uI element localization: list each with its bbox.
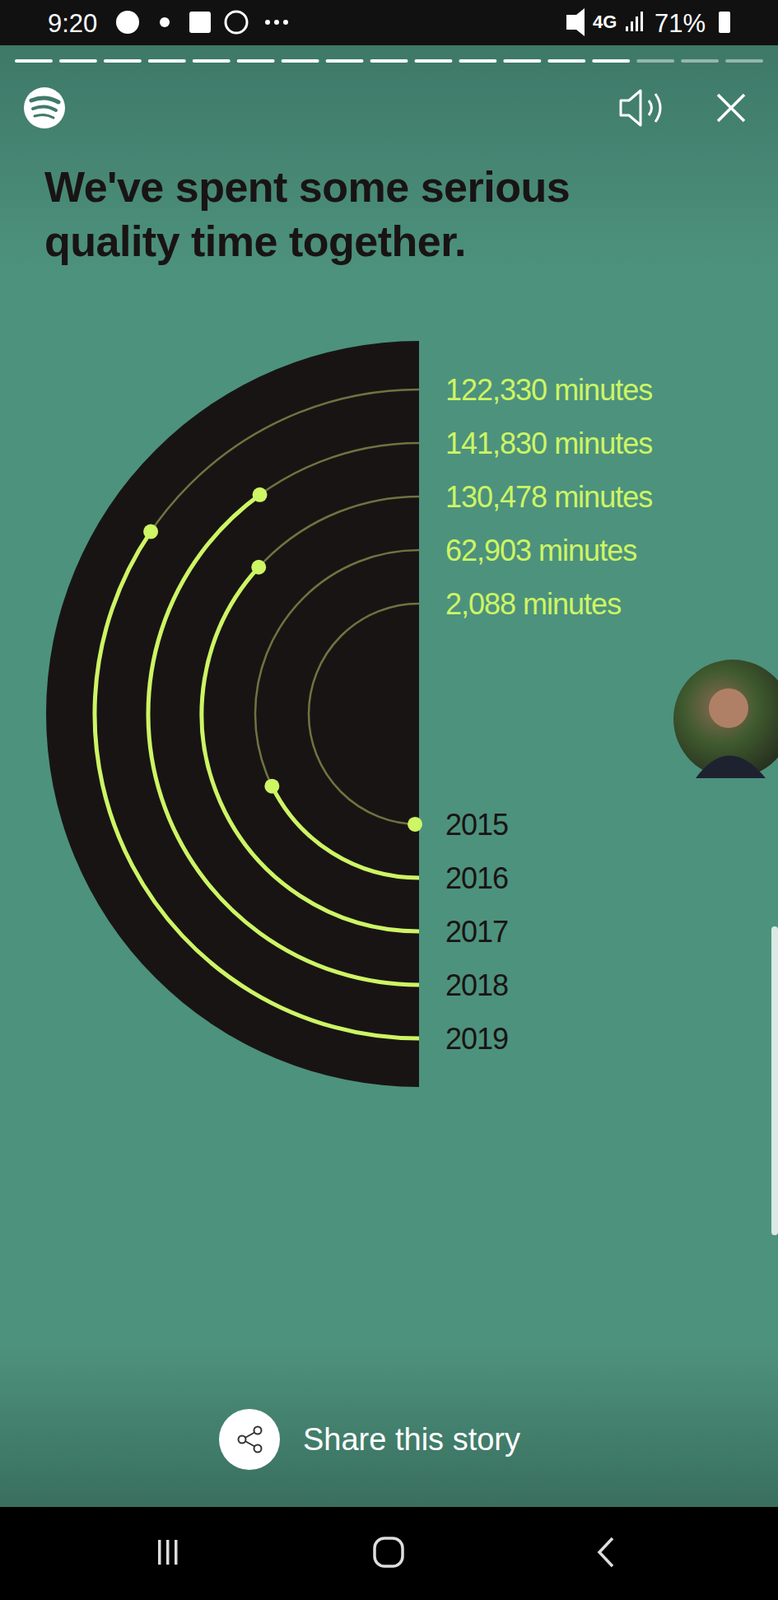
story-progress <box>59 59 98 63</box>
avatar-suit <box>695 755 766 779</box>
sound-button[interactable] <box>620 90 641 126</box>
category-label: 2016 <box>445 861 508 895</box>
nav-home[interactable] <box>374 1537 403 1566</box>
spotify-logo <box>32 106 56 111</box>
ring-track <box>94 389 420 1039</box>
value-arc <box>271 786 420 878</box>
nav-back[interactable] <box>599 1537 613 1566</box>
story-progress <box>370 59 409 63</box>
nav-recents[interactable] <box>174 1539 178 1565</box>
chart-disc <box>46 340 420 1087</box>
chart: 2,088 minutes 2015 62,903 minutes 2016 130,4… <box>46 340 653 1087</box>
ring-track <box>201 496 420 932</box>
value-label: 130,478 minutes <box>445 479 653 514</box>
story-progress <box>414 59 452 63</box>
value-arc <box>94 531 420 1039</box>
spotify-logo <box>31 97 59 103</box>
arc-end-dot <box>407 816 423 832</box>
arc-end-dot <box>143 524 159 540</box>
signal-bar <box>640 11 643 32</box>
status-icon <box>225 11 247 33</box>
status-icon <box>189 11 211 33</box>
avatar-face <box>708 688 749 728</box>
spotify-logo <box>23 87 66 129</box>
story-progress <box>725 59 764 63</box>
signal-bar <box>635 16 639 32</box>
story-progress <box>458 59 497 63</box>
nav-recents[interactable] <box>158 1539 162 1565</box>
status-bar <box>0 0 778 46</box>
value-label: 2,088 minutes <box>445 586 621 621</box>
story-progress <box>192 59 231 63</box>
story-progress <box>547 59 586 63</box>
arc-end-dot <box>252 487 268 503</box>
story-progress <box>148 59 187 63</box>
story-progress <box>636 59 675 63</box>
status-icon <box>283 19 289 25</box>
close-button[interactable] <box>717 94 745 122</box>
mute-icon <box>566 8 585 37</box>
signal-bar <box>625 26 629 32</box>
battery-icon <box>718 11 731 33</box>
status-icon <box>265 19 271 25</box>
category-label: 2019 <box>445 1021 508 1056</box>
category-label: 2015 <box>445 807 508 842</box>
marks <box>94 389 420 1039</box>
status-icon <box>274 19 280 25</box>
story-progress <box>237 59 275 63</box>
sound-wave <box>648 100 653 116</box>
ring-track <box>308 603 420 825</box>
share-icon <box>254 1444 262 1453</box>
share-icon <box>238 1435 247 1444</box>
nav-bar <box>0 1506 778 1600</box>
nav-recents[interactable] <box>166 1539 170 1565</box>
ring-track <box>148 442 420 985</box>
share-label[interactable]: Share this story <box>302 1421 521 1457</box>
story-progress <box>326 59 364 63</box>
value-arc <box>201 567 420 932</box>
category-label: 2017 <box>445 914 508 949</box>
share-button[interactable] <box>218 1408 280 1470</box>
status-network: 4G <box>592 11 617 33</box>
status-battery: 71% <box>654 9 706 38</box>
story-progress <box>103 59 142 63</box>
share-icon <box>254 1426 262 1435</box>
sound-wave <box>655 93 661 122</box>
value-label: 122,330 minutes <box>445 372 653 407</box>
background <box>0 0 778 1600</box>
story-progress <box>281 59 320 63</box>
status-icon <box>159 17 170 28</box>
spotify-logo <box>34 114 54 118</box>
value-arc <box>148 494 420 985</box>
chart-title: We've spent some serious quality time to… <box>44 159 671 269</box>
story-progress <box>503 59 541 63</box>
value-label: 62,903 minutes <box>445 533 637 568</box>
value-label: 141,830 minutes <box>445 426 653 461</box>
status-time: 9:20 <box>47 9 98 38</box>
story-screen: 9:20 4G 71% 2,088 minutes 2015 62,903 minutes… <box>0 0 778 1600</box>
arc-end-dot <box>251 559 266 575</box>
ring-track <box>255 549 420 878</box>
status-icon <box>116 10 140 34</box>
story-progress <box>14 59 53 63</box>
edge-handle <box>771 926 778 1235</box>
category-label: 2018 <box>445 968 508 1002</box>
arc-end-dot <box>264 778 280 794</box>
chat-head-avatar[interactable] <box>673 659 778 778</box>
story-progress <box>680 59 719 63</box>
story-progress <box>591 59 630 63</box>
signal-bar <box>630 21 634 32</box>
